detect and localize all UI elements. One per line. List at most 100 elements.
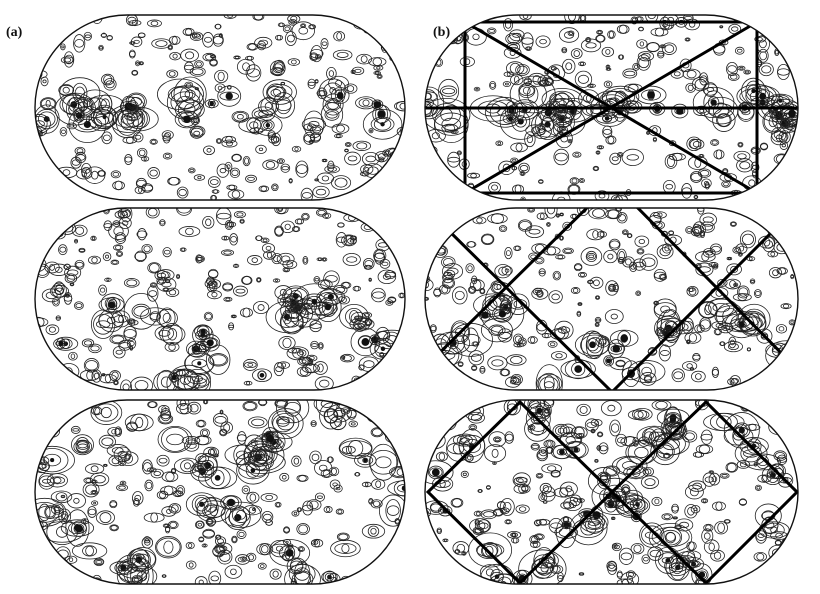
contour <box>117 251 122 256</box>
contour <box>518 484 526 494</box>
contour <box>157 413 174 425</box>
contour <box>603 80 613 88</box>
contour <box>425 425 436 435</box>
contour <box>638 26 645 32</box>
contour-peak <box>171 374 177 380</box>
contour <box>556 213 560 218</box>
contour <box>706 87 715 92</box>
contour <box>775 540 782 546</box>
contour <box>166 433 184 446</box>
contour <box>537 122 546 134</box>
contour <box>229 167 241 179</box>
panel-label: (b) <box>433 25 450 40</box>
contour <box>340 353 355 363</box>
contour <box>231 190 241 199</box>
contour <box>55 492 68 502</box>
contour <box>757 533 765 538</box>
contour <box>335 487 341 491</box>
contour <box>159 220 165 225</box>
contour <box>478 522 489 530</box>
contour <box>288 18 297 26</box>
contour <box>471 275 478 285</box>
contour-peak <box>751 88 756 94</box>
contour <box>593 166 599 171</box>
contour <box>379 178 385 183</box>
contour <box>518 506 527 512</box>
contour <box>83 340 93 346</box>
contour <box>123 326 137 342</box>
contour <box>622 461 638 470</box>
contour <box>335 508 345 515</box>
contour <box>275 279 278 282</box>
contour <box>85 478 92 483</box>
contour <box>377 187 382 193</box>
contour <box>192 346 202 355</box>
contour <box>65 96 85 122</box>
contour <box>392 551 401 559</box>
contour <box>479 368 486 372</box>
contour <box>641 525 663 545</box>
contour <box>184 28 193 36</box>
contour <box>562 221 573 231</box>
contour <box>60 494 66 499</box>
contour <box>457 361 464 367</box>
contour <box>760 332 769 340</box>
contour <box>480 318 513 343</box>
contour <box>686 340 690 344</box>
contour <box>429 188 441 200</box>
contour <box>111 335 125 344</box>
contour <box>555 213 560 218</box>
contour <box>475 511 481 516</box>
contour <box>379 158 384 161</box>
contour <box>296 507 303 513</box>
contour <box>302 500 314 516</box>
contour <box>185 51 195 60</box>
contour <box>450 320 470 344</box>
contour <box>588 208 609 220</box>
contour <box>627 572 634 578</box>
contour <box>313 540 317 544</box>
contour <box>39 475 55 487</box>
contour-peak <box>788 109 796 118</box>
contour <box>159 414 172 424</box>
contour <box>503 46 522 59</box>
contour <box>217 71 225 82</box>
contour <box>147 262 162 274</box>
contour <box>568 15 576 22</box>
contour <box>610 313 618 320</box>
contour <box>776 15 787 23</box>
contour <box>43 232 49 236</box>
contour <box>580 179 584 182</box>
contour <box>290 15 298 22</box>
contour <box>35 258 41 271</box>
contour <box>521 197 525 200</box>
contour <box>754 289 762 298</box>
contour <box>126 279 138 287</box>
contour <box>675 551 696 568</box>
contour <box>660 350 670 356</box>
contour <box>392 172 403 180</box>
contour <box>684 37 691 42</box>
contour <box>503 501 512 512</box>
contour <box>335 232 348 248</box>
contour <box>366 408 379 423</box>
contour <box>512 533 516 537</box>
contour <box>320 469 333 479</box>
contour <box>714 521 728 535</box>
contour <box>682 361 698 371</box>
contour <box>594 295 601 300</box>
contour <box>673 71 681 77</box>
contour <box>249 121 259 129</box>
contour <box>252 507 256 512</box>
contour <box>688 541 695 551</box>
contour <box>40 59 47 64</box>
contour <box>373 385 380 390</box>
contour <box>770 526 778 534</box>
contour <box>777 415 788 423</box>
contour <box>111 371 119 380</box>
contour <box>137 32 146 38</box>
contour <box>236 58 256 75</box>
contour <box>377 210 386 215</box>
contour <box>238 531 245 537</box>
contour <box>634 64 638 70</box>
